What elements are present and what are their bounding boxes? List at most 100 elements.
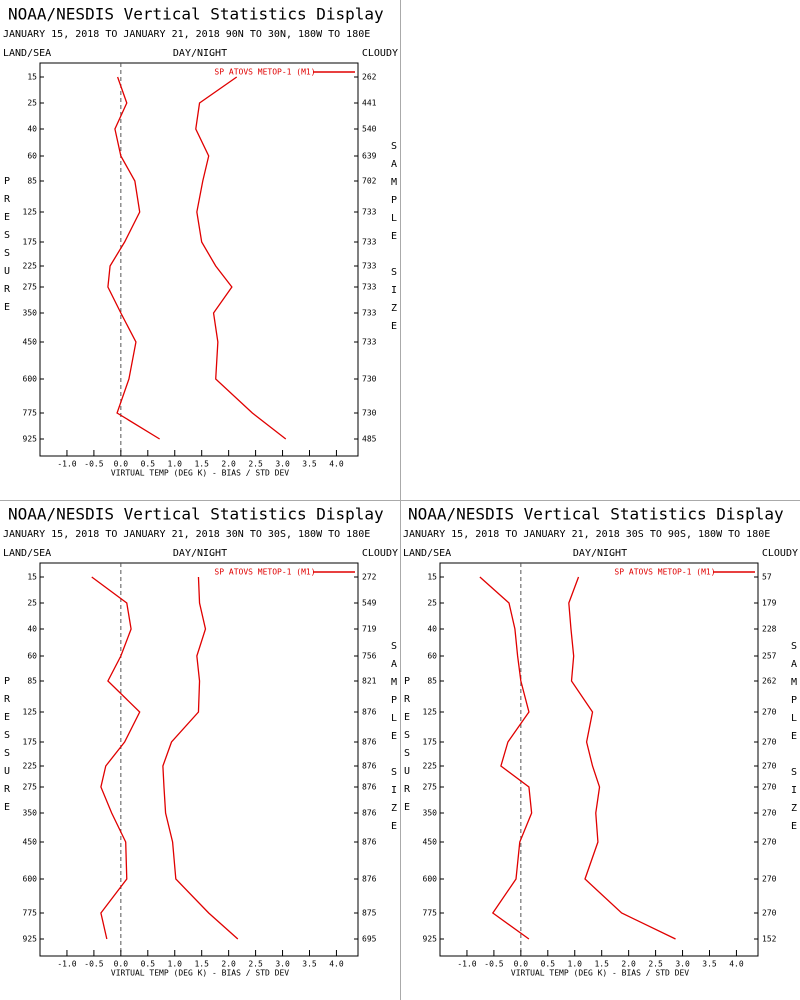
pressure-label: 85 — [27, 677, 37, 686]
pressure-label: 25 — [427, 599, 437, 608]
profile-line — [91, 576, 141, 940]
sample-size: 733 — [362, 262, 377, 271]
x-tick-label: 0.0 — [114, 960, 129, 969]
divider — [0, 500, 800, 501]
pressure-label: 15 — [427, 573, 437, 582]
sample-size: 262 — [362, 73, 377, 82]
header-center: DAY/NIGHT — [173, 48, 227, 59]
legend-label: SP ATOVS METOP-1 (M1) — [214, 568, 315, 577]
x-tick-label: 2.0 — [221, 960, 236, 969]
x-tick-label: 1.0 — [168, 960, 183, 969]
pressure-label: 85 — [27, 177, 37, 186]
x-tick-label: 0.0 — [514, 960, 529, 969]
sample-size: 152 — [762, 935, 777, 944]
sample-size: 270 — [762, 875, 777, 884]
x-tick-label: -1.0 — [457, 960, 476, 969]
x-tick-label: -0.5 — [84, 460, 103, 469]
profile-line — [479, 576, 533, 940]
sample-size: 262 — [762, 677, 777, 686]
pressure-label: 350 — [423, 809, 438, 818]
x-tick-label: 2.5 — [248, 960, 263, 969]
chart-panel: NOAA/NESDIS Vertical Statistics Display J… — [2, 505, 400, 978]
y-axis-label: PRESSURE — [2, 176, 13, 320]
sample-size: 228 — [762, 625, 777, 634]
pressure-label: 925 — [423, 935, 438, 944]
plot-frame — [39, 562, 359, 957]
pressure-label: 60 — [27, 652, 37, 661]
pressure-label: 275 — [423, 783, 438, 792]
x-tick-label: 1.0 — [568, 960, 583, 969]
sample-size: 733 — [362, 309, 377, 318]
x-tick-label: 2.5 — [648, 960, 663, 969]
x-tick-label: 0.5 — [141, 460, 156, 469]
pressure-label: 225 — [23, 262, 38, 271]
sample-size: 549 — [362, 599, 377, 608]
legend-label: SP ATOVS METOP-1 (M1) — [614, 568, 715, 577]
chart-panel: NOAA/NESDIS Vertical Statistics Display J… — [402, 505, 800, 978]
x-axis-label: VIRTUAL TEMP (DEG K) - BIAS / STD DEV — [111, 469, 289, 478]
x-tick-label: 1.5 — [594, 960, 609, 969]
pressure-label: 350 — [23, 809, 38, 818]
sample-size: 733 — [362, 238, 377, 247]
pressure-label: 225 — [23, 762, 38, 771]
x-tick-label: 2.0 — [221, 460, 236, 469]
x-tick-label: -1.0 — [57, 960, 76, 969]
sample-size: 730 — [362, 375, 377, 384]
sample-size: 272 — [362, 573, 377, 582]
sample-size: 876 — [362, 809, 377, 818]
pressure-label: 175 — [23, 238, 38, 247]
sample-size: 733 — [362, 283, 377, 292]
pressure-label: 450 — [23, 338, 38, 347]
y2-axis-label: SAMPLE SIZE — [389, 641, 400, 839]
x-tick-label: -0.5 — [84, 960, 103, 969]
subtitle: JANUARY 15, 2018 TO JANUARY 21, 2018 30N… — [3, 529, 370, 540]
x-axis-label: VIRTUAL TEMP (DEG K) - BIAS / STD DEV — [111, 969, 289, 978]
y2-axis-label: SAMPLE SIZE — [389, 141, 400, 339]
sample-size: 270 — [762, 783, 777, 792]
x-tick-label: 3.0 — [275, 960, 290, 969]
x-tick-label: 0.0 — [114, 460, 129, 469]
sample-size: 270 — [762, 909, 777, 918]
sample-size: 270 — [762, 708, 777, 717]
subtitle: JANUARY 15, 2018 TO JANUARY 21, 2018 30S… — [403, 529, 770, 540]
header-left: LAND/SEA — [3, 548, 51, 559]
pressure-label: 40 — [427, 625, 437, 634]
legend-label: SP ATOVS METOP-1 (M1) — [214, 68, 315, 77]
pressure-label: 175 — [23, 738, 38, 747]
header-right: CLOUDY — [762, 548, 798, 559]
sample-size: 730 — [362, 409, 377, 418]
pressure-label: 600 — [23, 875, 38, 884]
x-tick-label: 4.0 — [329, 960, 344, 969]
pressure-label: 600 — [423, 875, 438, 884]
sample-size: 876 — [362, 708, 377, 717]
sample-size: 733 — [362, 208, 377, 217]
sample-size: 485 — [362, 435, 377, 444]
pressure-label: 125 — [23, 708, 38, 717]
header-left: LAND/SEA — [403, 548, 451, 559]
sample-size: 876 — [362, 762, 377, 771]
x-tick-label: 1.5 — [194, 460, 209, 469]
sample-size: 695 — [362, 935, 377, 944]
sample-size: 270 — [762, 838, 777, 847]
title: NOAA/NESDIS Vertical Statistics Display — [8, 5, 384, 24]
pressure-label: 40 — [27, 625, 37, 634]
sample-size: 876 — [362, 875, 377, 884]
pressure-label: 25 — [27, 599, 37, 608]
pressure-label: 775 — [23, 409, 38, 418]
y-axis-label: PRESSURE — [402, 676, 413, 820]
pressure-label: 450 — [423, 838, 438, 847]
pressure-label: 125 — [423, 708, 438, 717]
pressure-label: 350 — [23, 309, 38, 318]
sample-size: 702 — [362, 177, 377, 186]
sample-size: 876 — [362, 783, 377, 792]
header-right: CLOUDY — [362, 48, 398, 59]
sample-size: 441 — [362, 99, 377, 108]
profile-line — [162, 576, 239, 940]
pressure-label: 275 — [23, 783, 38, 792]
header-left: LAND/SEA — [3, 48, 51, 59]
x-tick-label: 3.0 — [675, 960, 690, 969]
plot-frame — [439, 562, 759, 957]
pressure-label: 775 — [423, 909, 438, 918]
x-tick-label: -0.5 — [484, 960, 503, 969]
